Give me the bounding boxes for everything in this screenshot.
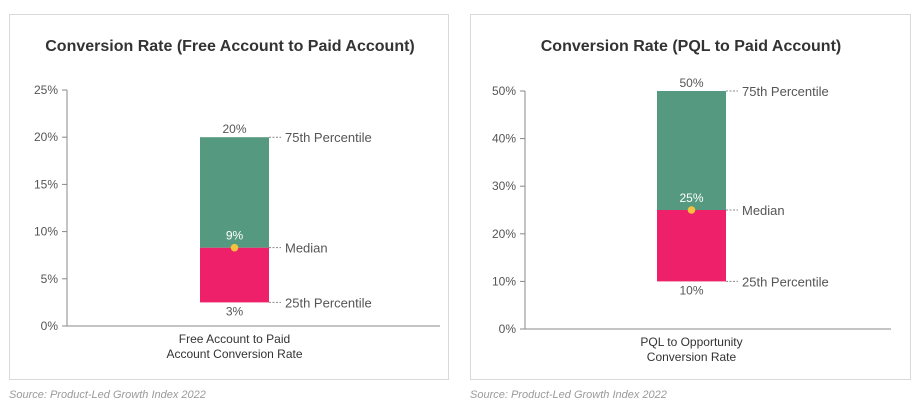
chart-title: Conversion Rate (PQL to Paid Account) xyxy=(541,38,841,55)
y-tick-label: 30% xyxy=(492,179,516,193)
value-label-75th: 50% xyxy=(679,76,703,90)
annotation-median: Median xyxy=(285,241,328,256)
y-tick-label: 0% xyxy=(499,322,517,336)
chart-title: Conversion Rate (Free Account to Paid Ac… xyxy=(45,38,415,55)
y-tick-label: 25% xyxy=(34,83,58,97)
value-label-25th: 10% xyxy=(679,283,703,297)
chart-panel-free-to-paid: Conversion Rate (Free Account to Paid Ac… xyxy=(9,14,449,380)
y-tick-label: 40% xyxy=(492,132,516,146)
value-label-75th: 20% xyxy=(222,122,246,136)
annotation-75th: 75th Percentile xyxy=(742,84,829,99)
y-tick-label: 15% xyxy=(34,177,58,191)
y-tick-label: 10% xyxy=(34,225,58,239)
annotation-median: Median xyxy=(742,203,785,218)
x-category-label-line: Account Conversion Rate xyxy=(166,347,302,361)
median-marker xyxy=(687,206,696,214)
value-label-median: 9% xyxy=(226,229,244,243)
y-tick-label: 0% xyxy=(41,319,59,333)
median-marker xyxy=(230,243,239,252)
source-note-left: Source: Product-Led Growth Index 2022 xyxy=(9,389,206,401)
chart-free-to-paid: Conversion Rate (Free Account to Paid Ac… xyxy=(34,38,440,361)
chart-pql-to-paid: Conversion Rate (PQL to Paid Account) 0% 1… xyxy=(492,38,891,364)
x-category-label-line: PQL to Opportunity xyxy=(640,335,742,349)
x-category-label-line: Free Account to Paid xyxy=(179,332,290,346)
value-label-25th: 3% xyxy=(226,304,244,318)
source-note-right: Source: Product-Led Growth Index 2022 xyxy=(470,389,667,401)
bar-median-to-75th xyxy=(657,91,726,210)
x-category-label-line: Conversion Rate xyxy=(647,350,737,364)
value-label-median: 25% xyxy=(679,191,703,205)
y-tick-label: 50% xyxy=(492,84,516,98)
y-tick-label: 20% xyxy=(34,130,58,144)
annotation-25th: 25th Percentile xyxy=(742,274,829,289)
annotation-75th: 75th Percentile xyxy=(285,130,372,145)
bar-25th-to-median xyxy=(657,210,726,282)
y-tick-label: 20% xyxy=(492,227,516,241)
y-tick-label: 5% xyxy=(41,272,59,286)
bar-25th-to-median xyxy=(200,247,269,303)
y-tick-label: 10% xyxy=(492,274,516,288)
chart-panel-pql-to-paid: Conversion Rate (PQL to Paid Account) 0% 1… xyxy=(470,14,911,380)
bar-median-to-75th xyxy=(200,137,269,248)
annotation-25th: 25th Percentile xyxy=(285,295,372,310)
